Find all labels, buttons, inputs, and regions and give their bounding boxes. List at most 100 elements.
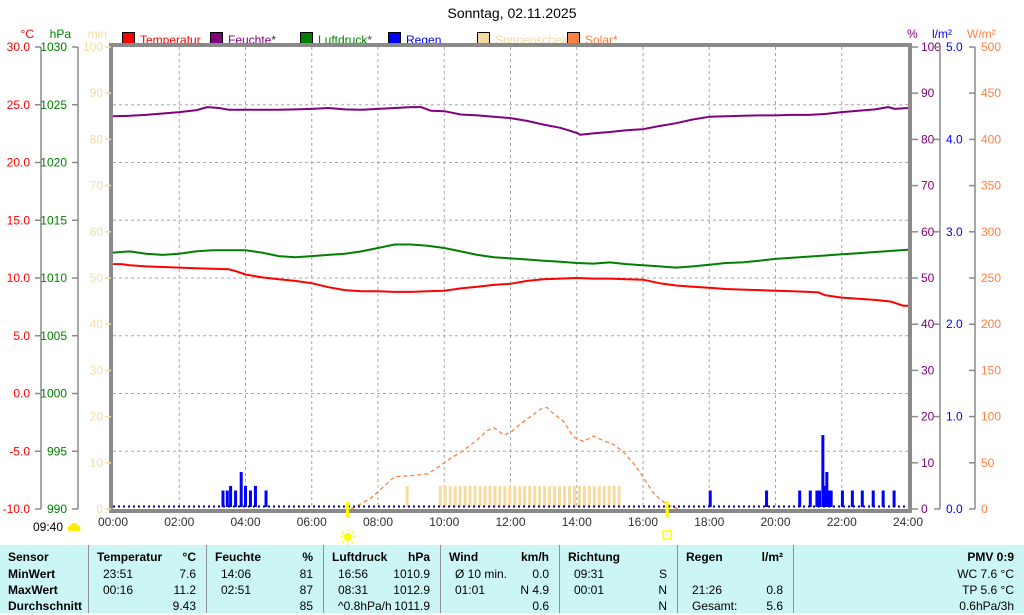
cell-value: 87 <box>299 583 313 597</box>
cell-value: 5.6 <box>766 599 783 613</box>
cell-time: ^0.8hPa/h <box>338 599 392 613</box>
svg-text:1010: 1010 <box>40 271 67 285</box>
table-header: Temperatur °C <box>89 549 206 565</box>
cell-time: Ø 10 min. <box>455 567 508 581</box>
table-col-feuchte: Feuchte% 14:06 81 02:51 87 85 <box>206 545 323 613</box>
svg-text:5.0: 5.0 <box>13 329 30 343</box>
svg-text:90: 90 <box>90 86 104 100</box>
x-axis-labels: 00:00 02:00 04:00 06:00 08:00 10:00 12:00 14:00… <box>98 515 923 529</box>
svg-text:10.0: 10.0 <box>7 271 31 285</box>
day-length-value: 09:40 <box>33 520 64 534</box>
sunrise-tick <box>346 502 350 517</box>
svg-text:40: 40 <box>921 317 935 331</box>
svg-text:100: 100 <box>83 40 103 54</box>
table-col-wind: Wind km/h Ø 10 min. 0.0 01:01 N 4.9 0.6 <box>440 545 559 613</box>
svg-text:min: min <box>88 27 107 41</box>
header-unit: % <box>302 550 313 564</box>
row-label-text: MaxWert <box>8 583 58 597</box>
svg-text:W/m²: W/m² <box>967 27 996 41</box>
header-unit: km/h <box>520 550 549 564</box>
svg-text:80: 80 <box>921 132 935 146</box>
sunset-tick <box>665 502 669 517</box>
table-row-label: MaxWert <box>0 582 88 598</box>
cell-value: N <box>658 583 667 597</box>
chart-title: Sonntag, 02.11.2025 <box>447 5 577 21</box>
svg-text:-5.0: -5.0 <box>9 444 30 458</box>
svg-text:°C: °C <box>21 27 35 41</box>
table-cell: 14:06 81 <box>207 566 323 582</box>
cell-time: 14:06 <box>221 567 252 581</box>
svg-text:1.0: 1.0 <box>946 410 963 424</box>
svg-text:70: 70 <box>90 179 104 193</box>
table-cell: 08:31 1012.9 <box>324 582 440 598</box>
svg-text:00:00: 00:00 <box>98 515 128 529</box>
svg-text:10: 10 <box>921 456 935 470</box>
header-text: PMV 0:9 <box>967 550 1014 564</box>
cell-value: N 4.9 <box>520 583 549 597</box>
table-col-pmv09: PMV 0:9 WC 7.6 °C TP 5.6 °C 0.6hPa/3h <box>793 545 1024 613</box>
row-label-text: Sensor <box>8 550 49 564</box>
axis-right-lm: l/m²5.0 4.0 3.0 2.0 1.0 0.0 <box>932 27 963 516</box>
day-length-label: 09:40 <box>33 520 82 534</box>
svg-text:400: 400 <box>981 132 1001 146</box>
sunset-square-icon <box>662 530 672 540</box>
cell-value: 11.2 <box>173 583 196 597</box>
table-cell: 02:51 87 <box>207 582 323 598</box>
table-header-sensor: Sensor <box>0 549 88 565</box>
table-cell: 00:16 11.2 <box>89 582 206 598</box>
sensor-summary-table: Sensor MinWert MaxWert Durchschnitt Temperat… <box>0 545 1024 613</box>
svg-text:300: 300 <box>981 225 1001 239</box>
svg-text:200: 200 <box>981 317 1001 331</box>
cell-value: 0.0 <box>532 567 549 581</box>
svg-text:10:00: 10:00 <box>429 515 459 529</box>
svg-text:22:00: 22:00 <box>827 515 857 529</box>
svg-text:16:00: 16:00 <box>628 515 658 529</box>
svg-text:4.0: 4.0 <box>946 132 963 146</box>
svg-text:1025: 1025 <box>40 98 67 112</box>
cell-value: 85 <box>299 599 313 613</box>
svg-text:995: 995 <box>47 444 67 458</box>
temperature-line <box>113 263 908 307</box>
table-cell: 0.6 <box>441 598 559 614</box>
cell-value: 0.6 <box>532 599 549 613</box>
svg-text:30: 30 <box>921 363 935 377</box>
cell-value: 0.8 <box>766 583 783 597</box>
plot-grid <box>113 47 908 509</box>
svg-text:l/m²: l/m² <box>932 27 952 41</box>
cell-value: 9.43 <box>172 599 196 613</box>
table-col-luftdruck: Luftdruck hPa 16:56 1010.9 08:31 1012.9 ^0.8hP… <box>323 545 440 613</box>
svg-text:24:00: 24:00 <box>893 515 923 529</box>
header-unit: °C <box>182 550 196 564</box>
cell-value: 1010.9 <box>393 567 430 581</box>
svg-text:30: 30 <box>90 363 104 377</box>
svg-text:0: 0 <box>96 502 103 516</box>
svg-text:20: 20 <box>90 410 104 424</box>
table-cell: 16:56 1010.9 <box>324 566 440 582</box>
svg-text:-10.0: -10.0 <box>3 502 31 516</box>
table-cell: Ø 10 min. 0.0 <box>441 566 559 582</box>
cell-value: 7.6 <box>179 567 196 581</box>
svg-text:500: 500 <box>981 40 1001 54</box>
svg-text:250: 250 <box>981 271 1001 285</box>
svg-text:20.0: 20.0 <box>7 156 31 170</box>
sun-icon <box>67 523 81 532</box>
cell-time: 08:31 <box>338 583 369 597</box>
svg-text:100: 100 <box>981 410 1001 424</box>
svg-text:1020: 1020 <box>40 156 67 170</box>
header-text: Luftdruck <box>332 550 388 564</box>
pressure-line <box>112 243 909 269</box>
solar-line <box>351 406 680 510</box>
cell-time: 00:16 <box>103 583 134 597</box>
svg-text:2.0: 2.0 <box>946 317 963 331</box>
svg-text:20: 20 <box>921 410 935 424</box>
cell-time: 23:51 <box>103 567 134 581</box>
svg-text:1030: 1030 <box>40 40 67 54</box>
svg-text:350: 350 <box>981 179 1001 193</box>
table-cell: Gesamt: 5.6 <box>678 598 793 614</box>
svg-text:60: 60 <box>921 225 935 239</box>
header-text: Temperatur <box>97 550 163 564</box>
table-row-label: MinWert <box>0 566 88 582</box>
table-header: PMV 0:9 <box>794 549 1024 565</box>
cell-time: 16:56 <box>338 567 369 581</box>
